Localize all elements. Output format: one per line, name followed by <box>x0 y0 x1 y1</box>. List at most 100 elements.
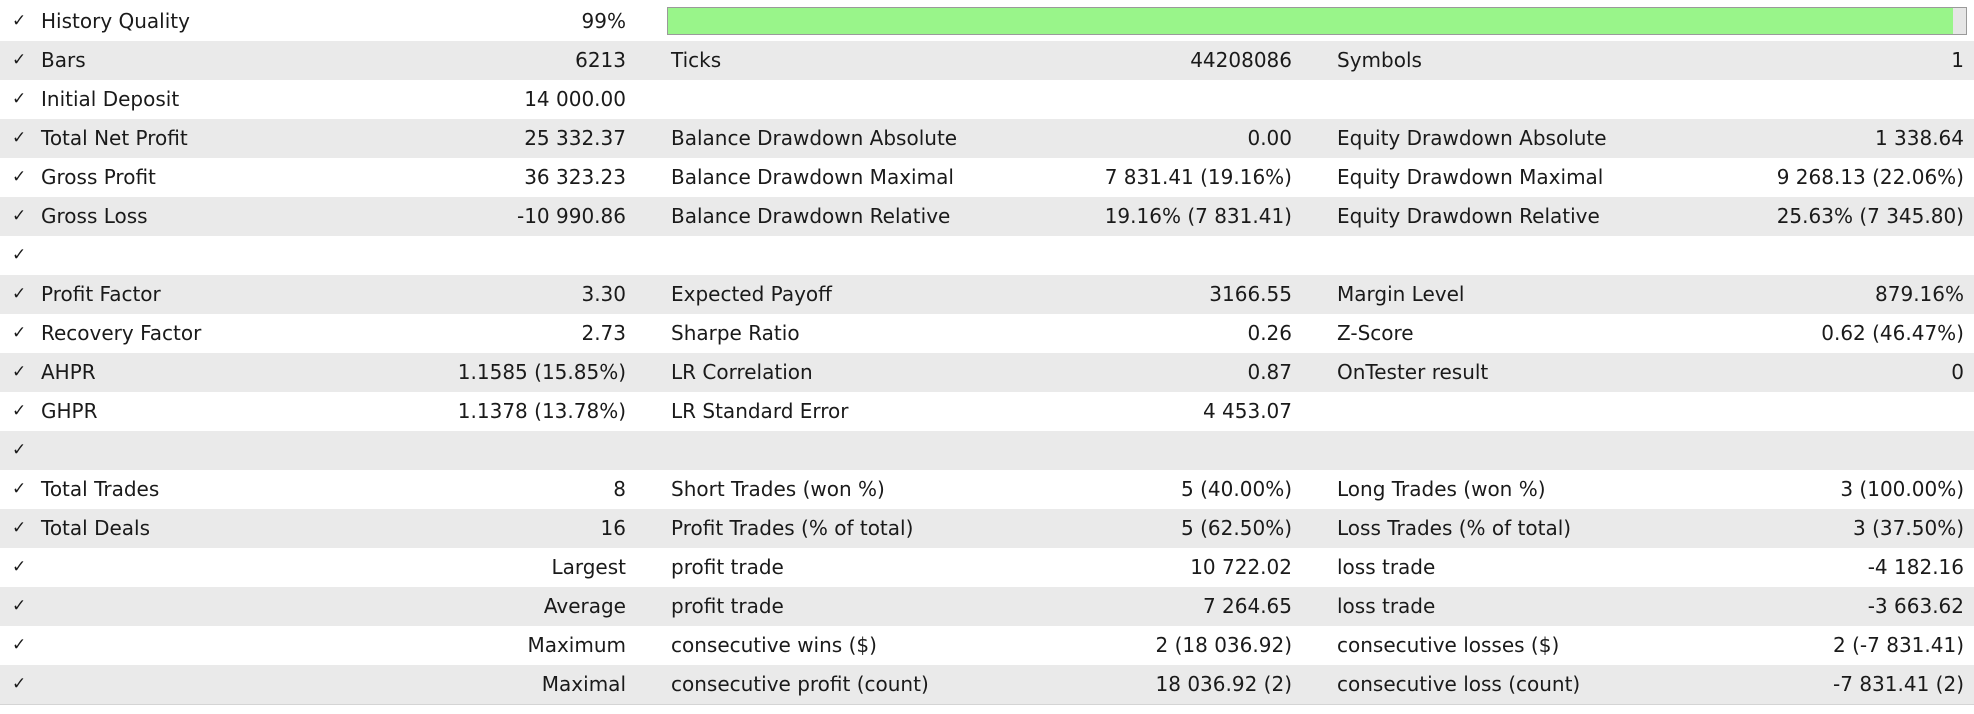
metric-value: 5 (40.00%) <box>1181 477 1292 501</box>
table-row[interactable]: ✓ Largest profit trade 10 722.02 loss trade -… <box>0 548 1974 587</box>
table-row[interactable]: ✓ Bars 6213 Ticks 44208086 Symbols 1 <box>0 41 1974 80</box>
metric-label: consecutive wins ($) <box>671 633 877 657</box>
table-row[interactable]: ✓ Gross Loss -10 990.86 Balance Drawdown Re… <box>0 197 1974 236</box>
checkmark-icon: ✓ <box>12 323 27 343</box>
metric-label: profit trade <box>671 555 784 579</box>
metric-label: profit trade <box>671 594 784 618</box>
metric-value: 6213 <box>575 48 626 72</box>
metric-value: 16 <box>600 516 626 540</box>
metric-label: AHPR <box>41 360 96 384</box>
metric-label: Initial Deposit <box>41 87 180 111</box>
metric-label: Equity Drawdown Absolute <box>1337 126 1607 150</box>
table-row[interactable]: ✓ Total Net Profit 25 332.37 Balance Drawdo… <box>0 119 1974 158</box>
metric-label: Gross Profit <box>41 165 156 189</box>
metric-label: Equity Drawdown Maximal <box>1337 165 1604 189</box>
metric-value: 0 <box>1951 360 1964 384</box>
table-row[interactable]: ✓ Average profit trade 7 264.65 loss trade -3… <box>0 587 1974 626</box>
table-row[interactable]: ✓ GHPR 1.1378 (13.78%) LR Standard Error 4 4… <box>0 392 1974 431</box>
table-row[interactable]: ✓ Profit Factor 3.30 Expected Payoff 3166.55… <box>0 275 1974 314</box>
checkmark-icon: ✓ <box>12 479 27 499</box>
checkmark-icon: ✓ <box>12 440 27 460</box>
metric-value: 4 453.07 <box>1202 399 1292 423</box>
table-row[interactable]: ✓ Total Deals 16 Profit Trades (% of total)… <box>0 509 1974 548</box>
table-row[interactable]: ✓ Initial Deposit 14 000.00 <box>0 80 1974 119</box>
metric-value: 3.30 <box>581 282 626 306</box>
table-bottom-border <box>0 704 1974 705</box>
metric-label: Ticks <box>671 48 722 72</box>
checkmark-icon: ✓ <box>12 518 27 538</box>
metric-label: Short Trades (won %) <box>671 477 885 501</box>
table-row[interactable]: ✓ Gross Profit 36 323.23 Balance Drawdown M… <box>0 158 1974 197</box>
metric-value: 9 268.13 (22.06%) <box>1776 165 1964 189</box>
metric-value: 3 (37.50%) <box>1853 516 1964 540</box>
metric-value: -10 990.86 <box>516 204 626 228</box>
metric-value: 18 036.92 (2) <box>1155 672 1292 696</box>
checkmark-icon: ✓ <box>12 245 27 265</box>
metric-value: -7 831.41 (2) <box>1833 672 1964 696</box>
history-quality-label: History Quality <box>41 9 190 33</box>
row-group-label: Maximum <box>527 633 626 657</box>
metric-value: 3166.55 <box>1209 282 1292 306</box>
checkmark-icon: ✓ <box>12 11 27 31</box>
metric-value: 8 <box>613 477 626 501</box>
checkmark-icon: ✓ <box>12 401 27 421</box>
checkmark-icon: ✓ <box>12 128 27 148</box>
metric-label: Total Trades <box>41 477 160 501</box>
table-row[interactable]: ✓ AHPR 1.1585 (15.85%) LR Correlation 0.87 On… <box>0 353 1974 392</box>
metric-label: Gross Loss <box>41 204 148 228</box>
table-row[interactable]: ✓ Maximal consecutive profit (count) 18 036… <box>0 665 1974 704</box>
table-row[interactable]: ✓ Total Trades 8 Short Trades (won %) 5 (40.… <box>0 470 1974 509</box>
metric-label: Z-Score <box>1337 321 1414 345</box>
metric-value: 2 (18 036.92) <box>1155 633 1292 657</box>
metric-label: Balance Drawdown Absolute <box>671 126 958 150</box>
metric-value: 25.63% (7 345.80) <box>1776 204 1964 228</box>
metric-value: 1.1585 (15.85%) <box>457 360 626 384</box>
metric-label: Profit Trades (% of total) <box>671 516 914 540</box>
metric-label: Expected Payoff <box>671 282 832 306</box>
checkmark-icon: ✓ <box>12 596 27 616</box>
metric-label: consecutive losses ($) <box>1337 633 1560 657</box>
table-row[interactable]: ✓ Recovery Factor 2.73 Sharpe Ratio 0.26 Z-Sc… <box>0 314 1974 353</box>
metric-label: Total Net Profit <box>41 126 188 150</box>
metric-label: Balance Drawdown Maximal <box>671 165 954 189</box>
metric-value: 1.1378 (13.78%) <box>457 399 626 423</box>
metric-value: 1 338.64 <box>1874 126 1964 150</box>
metric-value: 5 (62.50%) <box>1181 516 1292 540</box>
table-row[interactable]: ✓ <box>0 431 1974 470</box>
metric-label: consecutive loss (count) <box>1337 672 1581 696</box>
metric-value: -4 182.16 <box>1867 555 1964 579</box>
metric-value: 25 332.37 <box>524 126 626 150</box>
history-quality-value: 99% <box>581 9 626 33</box>
metric-label: Margin Level <box>1337 282 1465 306</box>
metric-value: 36 323.23 <box>524 165 626 189</box>
checkmark-icon: ✓ <box>12 362 27 382</box>
row-group-label: Largest <box>551 555 626 579</box>
metric-value: 1 <box>1951 48 1964 72</box>
metric-value: 0.87 <box>1247 360 1292 384</box>
checkmark-icon: ✓ <box>12 167 27 187</box>
metric-value: 10 722.02 <box>1190 555 1292 579</box>
table-row[interactable]: ✓ Maximum consecutive wins ($) 2 (18 036.92… <box>0 626 1974 665</box>
metric-value: 7 831.41 (19.16%) <box>1104 165 1292 189</box>
history-quality-row[interactable]: ✓ History Quality 99% <box>0 2 1974 41</box>
checkmark-icon: ✓ <box>12 89 27 109</box>
checkmark-icon: ✓ <box>12 284 27 304</box>
metric-label: LR Correlation <box>671 360 813 384</box>
metric-value: 3 (100.00%) <box>1840 477 1964 501</box>
checkmark-icon: ✓ <box>12 50 27 70</box>
table-row[interactable]: ✓ <box>0 236 1974 275</box>
metric-label: Total Deals <box>41 516 151 540</box>
metric-label: loss trade <box>1337 555 1436 579</box>
metric-value: 44208086 <box>1190 48 1292 72</box>
checkmark-icon: ✓ <box>12 206 27 226</box>
checkmark-icon: ✓ <box>12 557 27 577</box>
metric-label: Sharpe Ratio <box>671 321 800 345</box>
metric-value: 0.00 <box>1247 126 1292 150</box>
metric-label: Symbols <box>1337 48 1422 72</box>
metric-label: Equity Drawdown Relative <box>1337 204 1600 228</box>
metric-value: 879.16% <box>1875 282 1964 306</box>
metric-value: 2 (-7 831.41) <box>1833 633 1964 657</box>
history-quality-bar <box>667 7 1967 35</box>
metric-value: -3 663.62 <box>1867 594 1964 618</box>
